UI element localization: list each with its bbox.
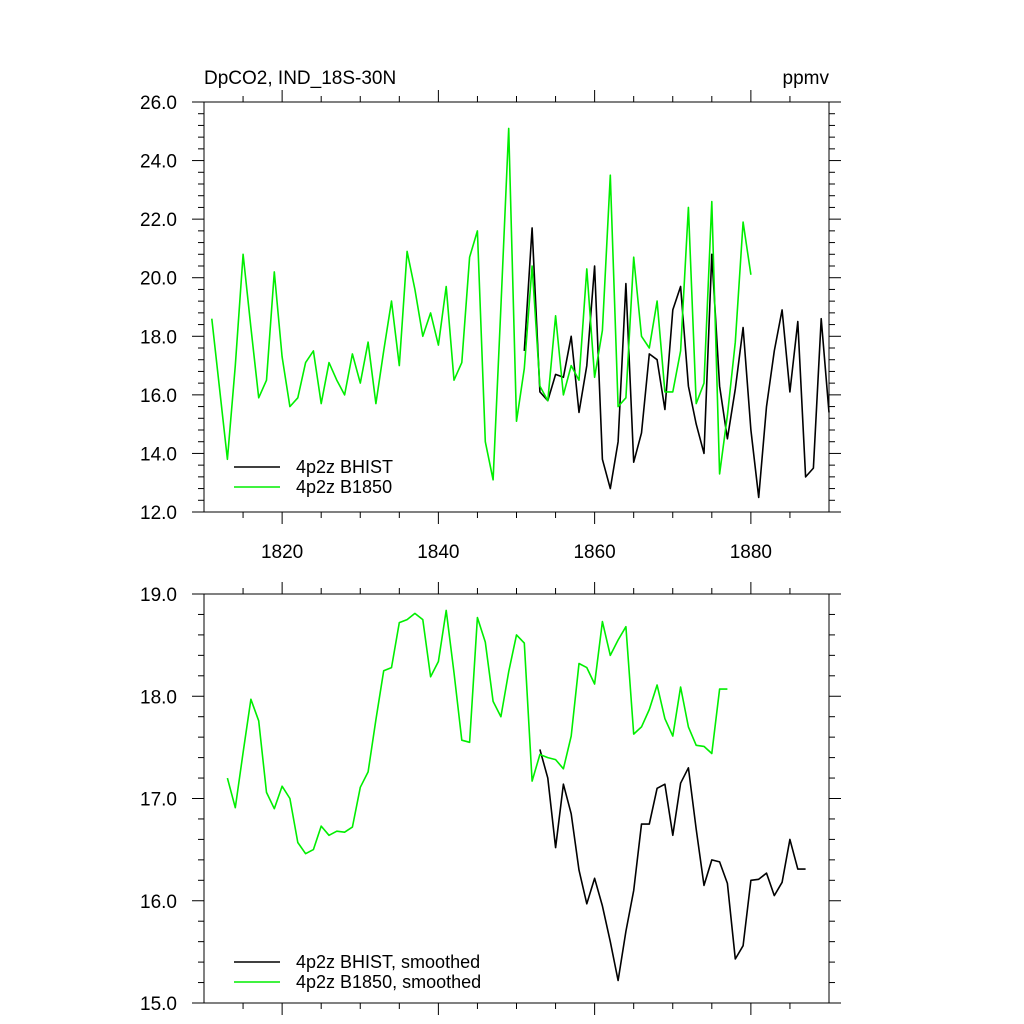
legend-label: 4p2z BHIST, smoothed <box>296 952 480 972</box>
y-tick-label: 26.0 <box>140 93 177 114</box>
chart-title: DpCO2, IND_18S-30N <box>204 68 396 89</box>
x-tick-label: 1840 <box>417 542 459 563</box>
bottom-panel: 15.0 16.0 17.0 18.0 19.0 4p2z BHIST, smoothe… <box>140 582 841 1015</box>
bottom-series <box>226 609 806 982</box>
top-panel: DpCO2, IND_18S-30N ppmv 1820 1840 1860 1880… <box>140 68 841 563</box>
y-tick-label: 16.0 <box>140 892 177 913</box>
y-tick-label: 22.0 <box>140 210 177 231</box>
y-tick-label: 17.0 <box>140 790 177 811</box>
legend-label: 4p2z BHIST <box>296 457 393 477</box>
x-tick-label: 1860 <box>573 542 615 563</box>
y-tick-label: 24.0 <box>140 152 177 173</box>
legend-label: 4p2z B1850 <box>296 477 392 497</box>
y-tick-label: 16.0 <box>140 386 177 407</box>
y-tick-label: 18.0 <box>140 687 177 708</box>
x-tick-label: 1880 <box>730 542 772 563</box>
units-label: ppmv <box>783 68 830 89</box>
y-tick-label: 14.0 <box>140 444 177 465</box>
y-tick-label: 18.0 <box>140 327 177 348</box>
y-tick-label: 19.0 <box>140 585 177 606</box>
y-tick-label: 20.0 <box>140 269 177 290</box>
series-line <box>539 749 806 982</box>
bottom-axes: 15.0 16.0 17.0 18.0 19.0 <box>140 582 841 1015</box>
y-tick-label: 15.0 <box>140 994 177 1015</box>
x-tick-label: 1820 <box>261 542 303 563</box>
legend-label: 4p2z B1850, smoothed <box>296 972 481 992</box>
y-tick-label: 12.0 <box>140 503 177 524</box>
top-series <box>211 127 830 499</box>
top-axes: 1820 1840 1860 1880 12.0 14.0 16.0 18.0 20.0 22.0… <box>140 90 841 563</box>
series-line <box>211 127 752 481</box>
series-line <box>226 609 728 855</box>
